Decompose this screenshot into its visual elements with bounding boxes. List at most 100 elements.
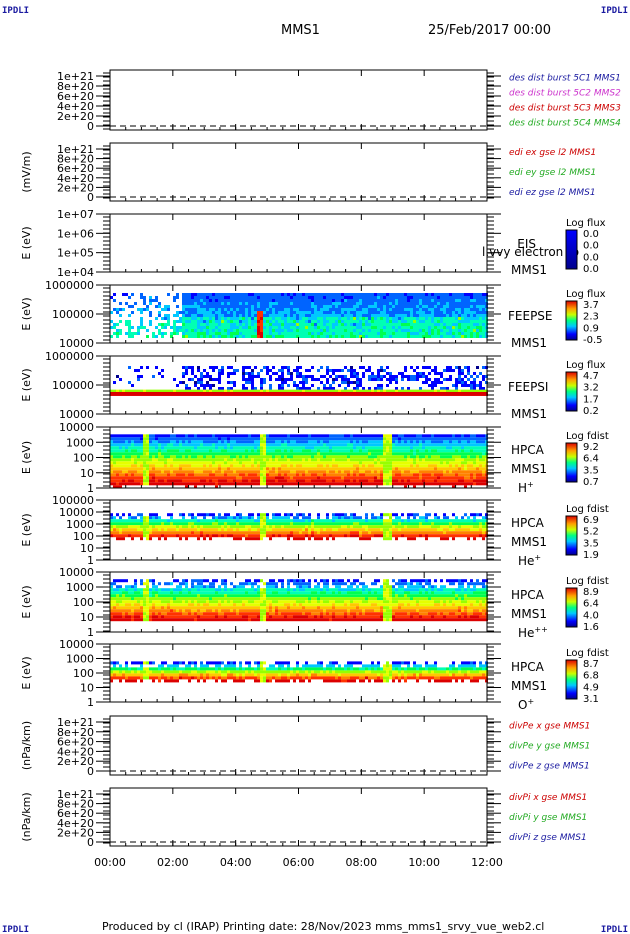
- spec-cell: [389, 323, 392, 326]
- spec-cell: [392, 311, 395, 314]
- spec-cell: [290, 458, 293, 462]
- spec-cell: [407, 308, 410, 311]
- spec-cell: [479, 323, 482, 326]
- spec-cell: [227, 440, 230, 444]
- spec-cell: [377, 452, 380, 456]
- spec-cell: [311, 317, 314, 320]
- spec-cell: [407, 320, 410, 323]
- spec-cell: [335, 332, 338, 335]
- spec-cell: [401, 482, 404, 486]
- spec-cell: [191, 369, 194, 372]
- spec-cell: [260, 391, 263, 396]
- spec-cell: [179, 311, 182, 314]
- spec-cell: [284, 476, 287, 480]
- spec-cell: [440, 482, 443, 486]
- spec-cell: [302, 323, 305, 326]
- spec-cell: [350, 314, 353, 317]
- spec-cell: [422, 302, 425, 305]
- spec-cell: [329, 302, 332, 305]
- spec-cell: [383, 449, 386, 453]
- spec-cell: [437, 391, 440, 396]
- spec-cell: [425, 317, 428, 320]
- spec-cell: [155, 479, 158, 483]
- spec-cell: [344, 311, 347, 314]
- spec-cell: [326, 470, 329, 474]
- spec-cell: [242, 464, 245, 468]
- spec-cell: [266, 391, 269, 396]
- spec-cell: [431, 293, 434, 296]
- spec-cell: [308, 443, 311, 447]
- spec-cell: [188, 461, 191, 465]
- spec-cell: [161, 458, 164, 462]
- spec-cell: [242, 440, 245, 444]
- spec-cell: [437, 308, 440, 311]
- spec-cell: [389, 464, 392, 468]
- spec-cell: [326, 482, 329, 486]
- spec-cell: [185, 305, 188, 308]
- spec-cell: [374, 437, 377, 441]
- spec-cell: [374, 323, 377, 326]
- colorbar-value: 4.7: [583, 371, 599, 382]
- spec-cell: [179, 449, 182, 453]
- spec-cell: [248, 449, 251, 453]
- spec-cell: [230, 308, 233, 311]
- spec-cell: [428, 479, 431, 483]
- spec-cell: [323, 387, 326, 390]
- spec-cell: [377, 464, 380, 468]
- spec-cell: [386, 335, 389, 338]
- spec-cell: [281, 461, 284, 465]
- spec-cell: [287, 434, 290, 438]
- spec-cell: [314, 464, 317, 468]
- spec-cell: [251, 384, 254, 387]
- spec-cell: [236, 326, 239, 329]
- spec-cell: [194, 391, 197, 396]
- spec-cell: [257, 296, 260, 299]
- spec-cell: [440, 440, 443, 444]
- spec-cell: [371, 452, 374, 456]
- spec-cell: [248, 323, 251, 326]
- spec-cell: [206, 308, 209, 311]
- spec-cell: [251, 443, 254, 447]
- spec-cell: [338, 317, 341, 320]
- spec-cell: [446, 470, 449, 474]
- spec-cell: [419, 467, 422, 471]
- spec-cell: [440, 317, 443, 320]
- spec-cell: [320, 326, 323, 329]
- spec-cell: [332, 482, 335, 486]
- spec-cell: [278, 329, 281, 332]
- spec-cell: [398, 320, 401, 323]
- spec-cell: [197, 329, 200, 332]
- spec-cell: [458, 449, 461, 453]
- spec-cell: [356, 314, 359, 317]
- spec-cell: [461, 449, 464, 453]
- spec-cell: [212, 440, 215, 444]
- spec-cell: [200, 378, 203, 381]
- spec-cell: [443, 311, 446, 314]
- spec-cell: [209, 366, 212, 369]
- spec-cell: [470, 446, 473, 450]
- spec-cell: [248, 473, 251, 477]
- spec-cell: [185, 384, 188, 387]
- spec-cell: [305, 455, 308, 459]
- spec-cell: [275, 320, 278, 323]
- spec-cell: [416, 366, 419, 369]
- spec-cell: [371, 434, 374, 438]
- spec-cell: [362, 366, 365, 369]
- spec-cell: [467, 305, 470, 308]
- spec-cell: [206, 482, 209, 486]
- spec-cell: [290, 443, 293, 447]
- spec-cell: [263, 452, 266, 456]
- spec-cell: [482, 443, 485, 447]
- spec-cell: [185, 440, 188, 444]
- spec-cell: [302, 440, 305, 444]
- spec-cell: [146, 446, 149, 450]
- spec-cell: [194, 305, 197, 308]
- spec-cell: [410, 317, 413, 320]
- spec-cell: [215, 314, 218, 317]
- spec-cell: [143, 389, 146, 394]
- spec-cell: [395, 317, 398, 320]
- spec-cell: [383, 482, 386, 486]
- spec-cell: [173, 320, 176, 323]
